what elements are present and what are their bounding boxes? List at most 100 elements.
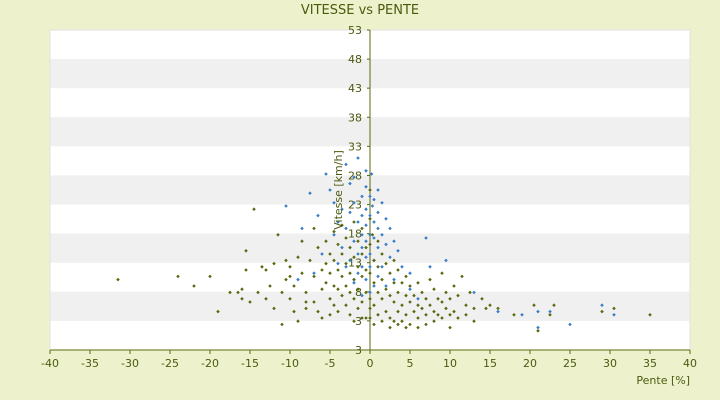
data-point-series-2 (416, 316, 420, 320)
data-point-series-1 (428, 265, 432, 269)
data-point-series-1 (336, 220, 340, 224)
data-point-series-1 (384, 217, 388, 221)
x-axis-title: Pente [%] (636, 374, 690, 387)
data-point-series-1 (364, 185, 368, 189)
data-point-series-2 (404, 274, 408, 279)
data-point-series-1 (312, 271, 316, 275)
x-tick-label: 20 (523, 357, 537, 370)
data-point-series-1 (368, 194, 372, 199)
y-tick-label: 48 (348, 53, 362, 66)
data-point-series-2 (552, 303, 556, 307)
data-point-series-2 (228, 290, 232, 295)
data-point-series-2 (332, 258, 336, 263)
data-point-series-1 (536, 309, 540, 314)
data-point-series-2 (240, 287, 244, 291)
data-point-series-2 (380, 319, 384, 323)
data-point-series-2 (360, 300, 364, 304)
data-point-series-1 (332, 233, 336, 237)
x-tick-label: -30 (121, 357, 139, 370)
data-point-series-2 (412, 309, 416, 314)
data-point-series-2 (292, 284, 296, 288)
data-point-series-2 (352, 255, 356, 259)
data-point-series-2 (344, 236, 348, 240)
data-point-series-2 (352, 297, 356, 301)
y-tick-label: 43 (348, 82, 362, 95)
data-point-series-2 (448, 313, 452, 317)
data-point-series-2 (380, 277, 384, 282)
data-point-series-1 (364, 207, 368, 211)
data-point-series-2 (368, 217, 372, 221)
data-point-series-2 (360, 316, 364, 320)
data-point-series-2 (400, 281, 404, 285)
data-point-series-2 (488, 303, 492, 307)
data-point-series-2 (288, 297, 292, 301)
data-point-series-2 (404, 313, 408, 317)
data-point-series-2 (288, 265, 292, 269)
x-tick-label: 10 (443, 357, 457, 370)
data-point-series-2 (244, 268, 248, 272)
x-tick-label: 25 (563, 357, 577, 370)
data-point-series-2 (236, 290, 240, 295)
data-point-series-2 (116, 277, 120, 282)
data-point-series-2 (340, 252, 344, 256)
data-point-series-1 (372, 236, 376, 240)
data-point-series-1 (300, 226, 304, 231)
data-point-series-2 (336, 309, 340, 314)
data-point-series-2 (412, 293, 416, 298)
data-point-series-2 (320, 268, 324, 272)
data-point-series-2 (456, 293, 460, 298)
data-point-series-1 (352, 175, 356, 179)
data-point-series-1 (376, 245, 380, 250)
data-point-series-2 (448, 297, 452, 301)
data-point-series-2 (276, 233, 280, 237)
data-point-series-1 (364, 239, 368, 243)
data-point-series-2 (360, 274, 364, 279)
data-point-series-2 (264, 297, 268, 301)
data-point-series-2 (320, 287, 324, 291)
data-point-series-2 (372, 322, 376, 327)
data-point-series-2 (352, 220, 356, 224)
data-point-series-2 (332, 284, 336, 288)
data-point-series-2 (376, 290, 380, 295)
data-point-series-2 (376, 239, 380, 243)
data-point-series-2 (376, 265, 380, 269)
data-point-series-1 (520, 313, 524, 317)
data-point-series-2 (472, 306, 476, 311)
data-point-series-2 (292, 309, 296, 314)
chart-title: VITESSE vs PENTE (301, 3, 419, 18)
data-point-series-2 (348, 290, 352, 295)
x-tick-label: -40 (41, 357, 59, 370)
data-point-series-1 (360, 293, 364, 298)
data-point-series-2 (396, 290, 400, 295)
data-point-series-1 (320, 252, 324, 256)
data-point-series-2 (388, 316, 392, 320)
data-point-series-1 (352, 281, 356, 285)
data-point-series-2 (272, 261, 276, 266)
data-point-series-2 (440, 271, 444, 275)
data-point-series-2 (340, 223, 344, 227)
data-point-series-2 (384, 261, 388, 266)
data-point-series-2 (388, 325, 392, 330)
data-point-series-1 (416, 297, 420, 301)
data-point-series-2 (336, 287, 340, 291)
data-point-series-2 (368, 316, 372, 320)
data-point-series-2 (420, 306, 424, 311)
data-point-series-1 (380, 201, 384, 205)
data-point-series-1 (340, 207, 344, 211)
x-tick-label: -25 (161, 357, 179, 370)
data-point-series-1 (388, 226, 392, 231)
data-point-series-2 (328, 313, 332, 317)
data-point-series-1 (368, 233, 372, 237)
data-point-series-1 (372, 284, 376, 288)
data-point-series-1 (376, 274, 380, 279)
data-point-series-2 (268, 284, 272, 288)
data-point-series-2 (416, 325, 420, 330)
data-point-series-1 (444, 258, 448, 263)
data-point-series-2 (300, 271, 304, 275)
data-point-series-2 (356, 265, 360, 269)
data-point-series-2 (216, 309, 220, 314)
y-axis-title: Vitesse [km/h] (332, 150, 345, 230)
data-point-series-2 (408, 300, 412, 304)
data-point-series-2 (312, 226, 316, 231)
